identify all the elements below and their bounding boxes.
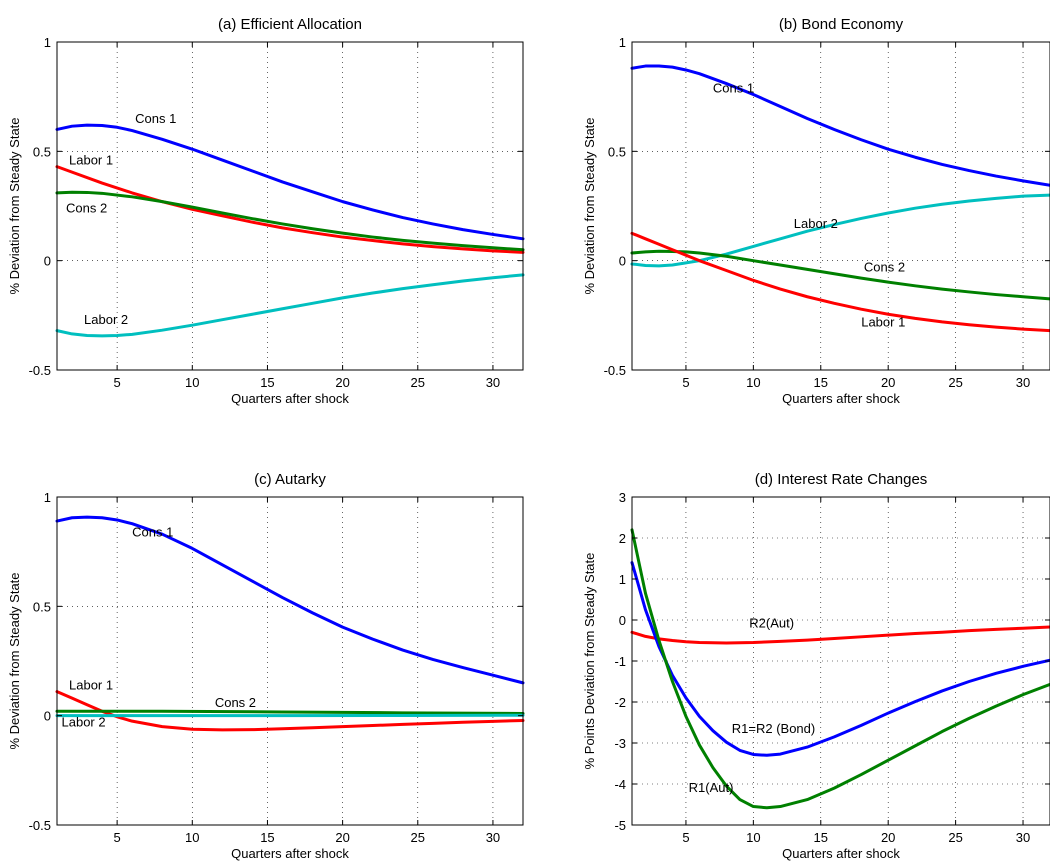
chart-title: (a) Efficient Allocation [218, 16, 362, 33]
series-line-labor-2 [55, 273, 525, 338]
annotation-labor-1: Labor 1 [69, 677, 113, 692]
series-line-cons-1 [630, 64, 1050, 187]
chart-panel-2: 5 10 15 20 25 30 -0.5 0 0.5 1 (c) Autarky Quarters … [7, 471, 525, 861]
x-tick-label: 20 [335, 375, 349, 390]
y-axis-label: % Points Deviation from Steady State [582, 553, 597, 770]
x-tick-label: 20 [881, 830, 895, 845]
annotation-cons-1: Cons 1 [135, 111, 176, 126]
plot-frame [56, 41, 524, 371]
chart-panel-1: 5 10 15 20 25 30 -0.5 0 0.5 1 (b) Bond Economy Quar… [582, 16, 1050, 406]
series-line-labor-1 [630, 231, 1050, 333]
chart-title: (c) Autarky [254, 471, 326, 488]
series-line-labor-1 [55, 165, 525, 254]
series-line-r1-aut [630, 528, 1050, 810]
series-line-r1-r2-bond [630, 561, 1050, 757]
annotation-labor-1: Labor 1 [861, 314, 905, 329]
x-tick-label: 5 [114, 375, 121, 390]
x-axis-label: Quarters after shock [231, 846, 349, 861]
y-tick-label: 1 [44, 490, 51, 505]
x-tick-label: 5 [682, 830, 689, 845]
x-tick-label: 10 [185, 830, 199, 845]
annotation-cons-2: Cons 2 [864, 260, 905, 275]
y-tick-label: 0 [619, 254, 626, 269]
annotation-labor-2: Labor 2 [62, 715, 106, 730]
series-line-cons-2 [55, 709, 525, 715]
y-tick-label: -5 [614, 818, 626, 833]
plot-frame [631, 41, 1050, 371]
series-line-cons-2 [630, 249, 1050, 301]
x-tick-label: 10 [185, 375, 199, 390]
plot-frame [56, 496, 524, 826]
plot-area [57, 42, 523, 370]
x-axis-label: Quarters after shock [782, 391, 900, 406]
annotation-labor-1: Labor 1 [69, 152, 113, 167]
series-line-cons-1 [55, 515, 525, 685]
x-tick-label: 5 [114, 830, 121, 845]
x-tick-label: 5 [682, 375, 689, 390]
chart-panel-3: 5 10 15 20 25 30 -5 -4 -3 -2 -1 0 1 2 3 (d) Interest Ra… [582, 471, 1050, 861]
y-tick-label: -2 [614, 695, 626, 710]
y-tick-label: 3 [619, 490, 626, 505]
x-tick-label: 15 [260, 375, 274, 390]
series-line-cons-2 [55, 190, 525, 252]
series-line-r2-aut [630, 625, 1050, 645]
y-tick-label: 0.5 [33, 599, 51, 614]
chart-title: (b) Bond Economy [779, 16, 904, 33]
annotation-r1-r2-bond: R1=R2 (Bond) [732, 721, 815, 736]
chart-title: (d) Interest Rate Changes [755, 471, 928, 488]
series-line-labor-2 [630, 193, 1050, 268]
y-tick-label: 0.5 [608, 144, 626, 159]
annotation-cons-1: Cons 1 [132, 524, 173, 539]
x-tick-label: 10 [746, 830, 760, 845]
plot-area [632, 497, 1050, 825]
y-tick-label: -4 [614, 777, 626, 792]
y-tick-label: -1 [614, 654, 626, 669]
annotation-cons-2: Cons 2 [66, 201, 107, 216]
y-tick-label: 1 [619, 35, 626, 50]
y-tick-label: -3 [614, 736, 626, 751]
x-tick-label: 25 [411, 830, 425, 845]
annotation-cons-2: Cons 2 [215, 695, 256, 710]
annotation-labor-2: Labor 2 [84, 312, 128, 327]
x-tick-label: 15 [814, 830, 828, 845]
y-axis-label: % Deviation from Steady State [7, 572, 22, 749]
y-tick-label: 1 [619, 572, 626, 587]
y-tick-label: 1 [44, 35, 51, 50]
y-axis-label: % Deviation from Steady State [582, 117, 597, 294]
series-line-cons-1 [55, 123, 525, 241]
y-axis-label: % Deviation from Steady State [7, 117, 22, 294]
plot-area [632, 42, 1050, 370]
y-tick-label: 0 [44, 709, 51, 724]
plot-area [57, 497, 523, 825]
chart-panel-0: 5 10 15 20 25 30 -0.5 0 0.5 1 (a) Efficient Alloca… [7, 16, 525, 406]
x-axis-label: Quarters after shock [782, 846, 900, 861]
x-tick-label: 25 [948, 375, 962, 390]
x-tick-label: 30 [486, 830, 500, 845]
x-tick-label: 30 [1016, 375, 1030, 390]
x-tick-label: 20 [335, 830, 349, 845]
x-tick-label: 10 [746, 375, 760, 390]
annotation-r2-aut: R2(Aut) [749, 615, 794, 630]
y-tick-label: 0 [619, 613, 626, 628]
y-tick-label: -0.5 [29, 363, 51, 378]
x-tick-label: 30 [486, 375, 500, 390]
x-tick-label: 20 [881, 375, 895, 390]
x-tick-label: 25 [411, 375, 425, 390]
y-tick-label: -0.5 [29, 818, 51, 833]
y-tick-label: 0.5 [33, 144, 51, 159]
x-tick-label: 30 [1016, 830, 1030, 845]
x-tick-label: 15 [814, 375, 828, 390]
y-tick-label: -0.5 [604, 363, 626, 378]
y-tick-label: 0 [44, 254, 51, 269]
x-tick-label: 15 [260, 830, 274, 845]
y-tick-label: 2 [619, 531, 626, 546]
x-axis-label: Quarters after shock [231, 391, 349, 406]
annotation-cons-1: Cons 1 [713, 80, 754, 95]
annotation-labor-2: Labor 2 [794, 216, 838, 231]
annotation-r1-aut: R1(Aut) [689, 780, 734, 795]
x-tick-label: 25 [948, 830, 962, 845]
